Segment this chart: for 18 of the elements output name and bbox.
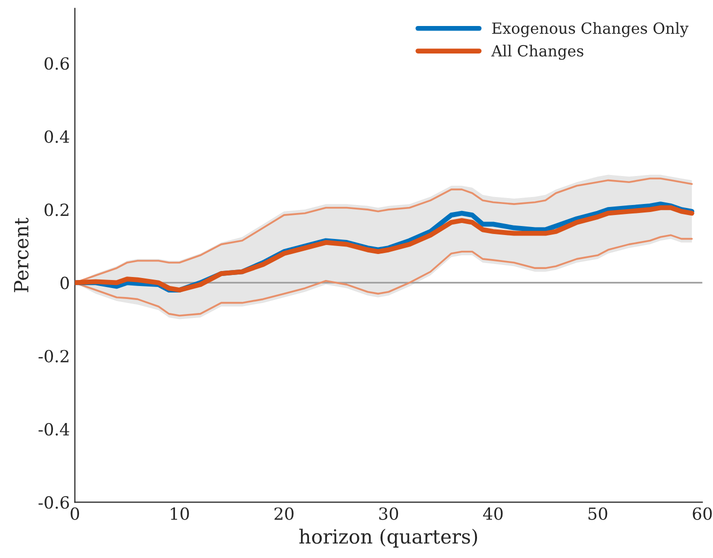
y-axis-title: Percent [14,218,29,292]
y-tick-label: 0.2 [44,204,68,216]
x-tick-label: 0 [70,507,80,520]
x-tick-label: 60 [692,507,712,520]
x-tick-label: 40 [483,507,503,520]
y-tick-label: -0.4 [38,423,70,436]
x-axis-title: horizon (quarters) [299,528,478,548]
x-tick-label: 30 [379,507,398,520]
x-tick-label: 10 [170,507,189,520]
x-tick-label: 50 [588,507,608,520]
y-tick-label: 0.6 [44,57,69,70]
y-tick-label: -0.6 [38,496,69,509]
legend-label: Exogenous Changes Only [492,22,689,38]
legend-label: All Changes [491,44,584,60]
y-tick-label: -0.2 [38,350,68,362]
x-tick-label: 20 [274,507,294,520]
y-tick-label: 0 [60,276,69,290]
y-tick-label: 0.4 [44,130,70,143]
